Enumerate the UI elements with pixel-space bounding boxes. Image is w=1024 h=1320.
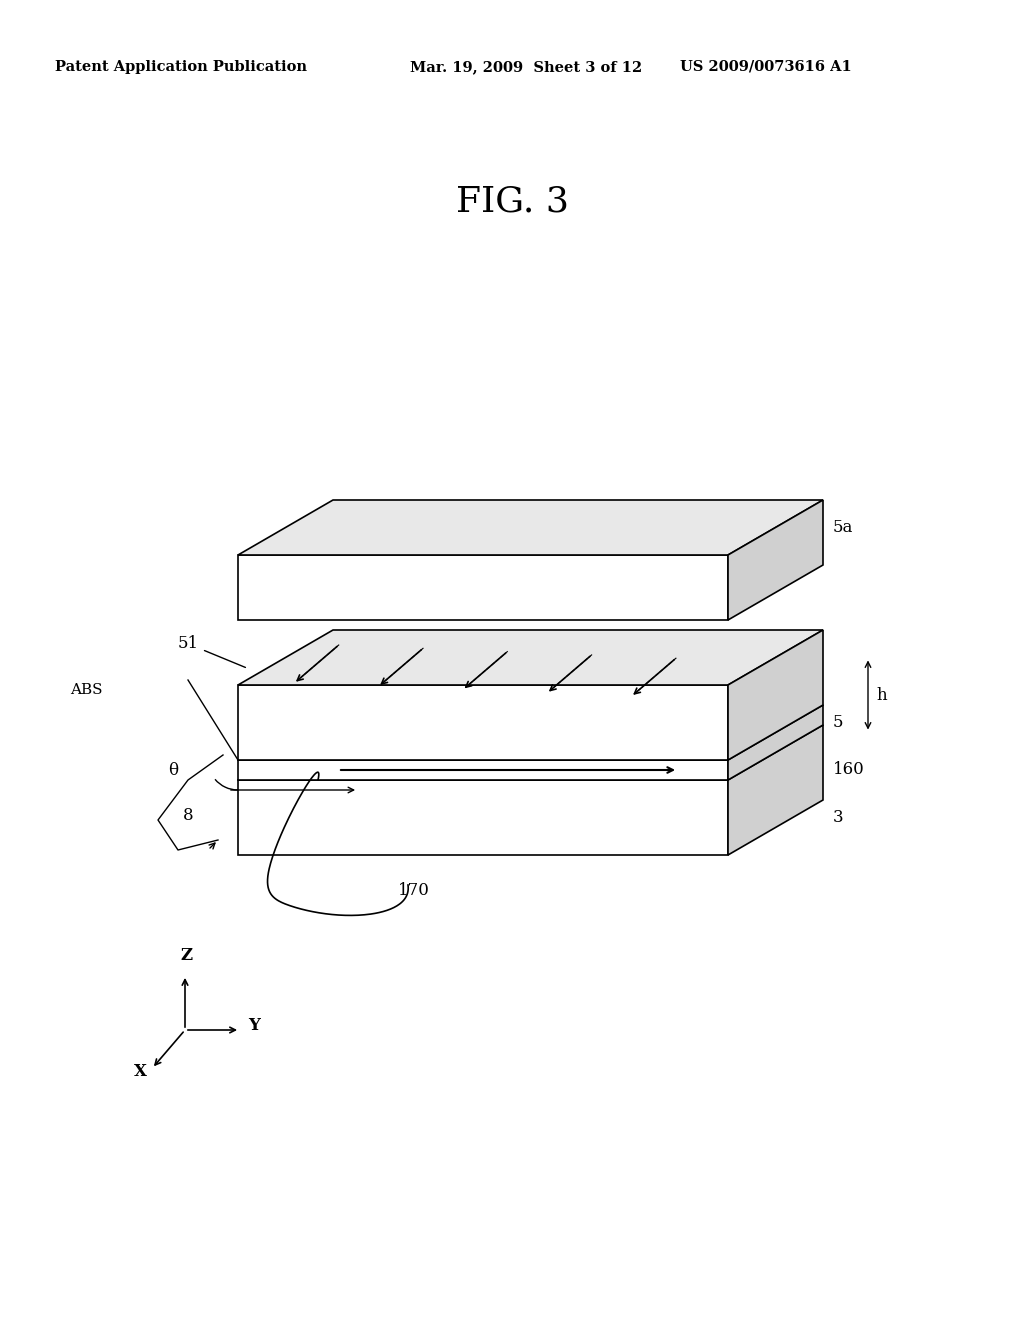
Polygon shape	[238, 630, 823, 685]
Text: Y: Y	[248, 1016, 260, 1034]
Polygon shape	[238, 500, 823, 554]
Text: 5: 5	[833, 714, 844, 731]
Text: 51: 51	[178, 635, 246, 668]
Polygon shape	[728, 630, 823, 760]
Polygon shape	[238, 780, 728, 855]
Polygon shape	[238, 760, 728, 780]
Text: Mar. 19, 2009  Sheet 3 of 12: Mar. 19, 2009 Sheet 3 of 12	[410, 59, 642, 74]
Text: 5a: 5a	[833, 519, 853, 536]
Text: 3: 3	[833, 809, 844, 826]
Text: US 2009/0073616 A1: US 2009/0073616 A1	[680, 59, 852, 74]
Polygon shape	[238, 685, 728, 760]
Text: h: h	[876, 686, 887, 704]
Text: FIG. 3: FIG. 3	[456, 185, 568, 219]
Text: 8: 8	[183, 807, 194, 824]
Text: 160: 160	[833, 762, 864, 779]
Text: θ: θ	[168, 762, 178, 779]
Text: ABS: ABS	[70, 682, 102, 697]
Polygon shape	[238, 705, 823, 760]
Text: 170: 170	[398, 882, 430, 899]
Polygon shape	[238, 725, 823, 780]
Text: Patent Application Publication: Patent Application Publication	[55, 59, 307, 74]
Text: X: X	[134, 1064, 147, 1081]
Polygon shape	[238, 554, 728, 620]
Text: Z: Z	[180, 946, 193, 964]
Polygon shape	[728, 500, 823, 620]
Polygon shape	[728, 725, 823, 855]
Polygon shape	[728, 705, 823, 780]
